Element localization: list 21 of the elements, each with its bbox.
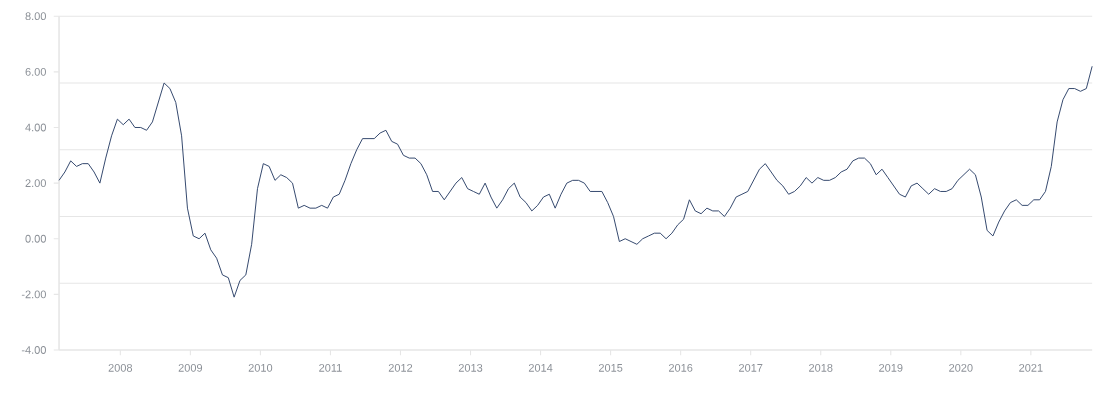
x-tick-label: 2014 [528, 363, 553, 372]
x-tick-label: 2019 [879, 363, 903, 372]
x-tick-label: 2018 [809, 363, 833, 372]
x-tick-label: 2010 [248, 363, 273, 372]
x-tick-label: 2015 [598, 363, 623, 372]
x-tick-label: 2021 [1019, 363, 1043, 372]
x-tick-label: 2012 [388, 363, 413, 372]
y-tick-label: 6.00 [25, 67, 46, 76]
x-tick-label: 2011 [319, 363, 342, 372]
y-tick-label: 2.00 [25, 179, 46, 187]
x-tick-label: 2016 [668, 363, 693, 372]
y-tick-label: 8.00 [25, 12, 46, 20]
y-tick-label: -4.00 [21, 345, 46, 354]
x-tick-label: 2020 [949, 363, 973, 372]
x-tick-label: 2009 [178, 363, 203, 372]
y-tick-label: 0.00 [25, 234, 46, 243]
x-tick-label: 2017 [739, 363, 763, 372]
y-tick-label: 4.00 [25, 123, 46, 132]
x-tick-label: 2008 [108, 363, 133, 372]
y-tick-label: -2.00 [21, 290, 46, 299]
x-tick-label: 2013 [458, 363, 483, 372]
